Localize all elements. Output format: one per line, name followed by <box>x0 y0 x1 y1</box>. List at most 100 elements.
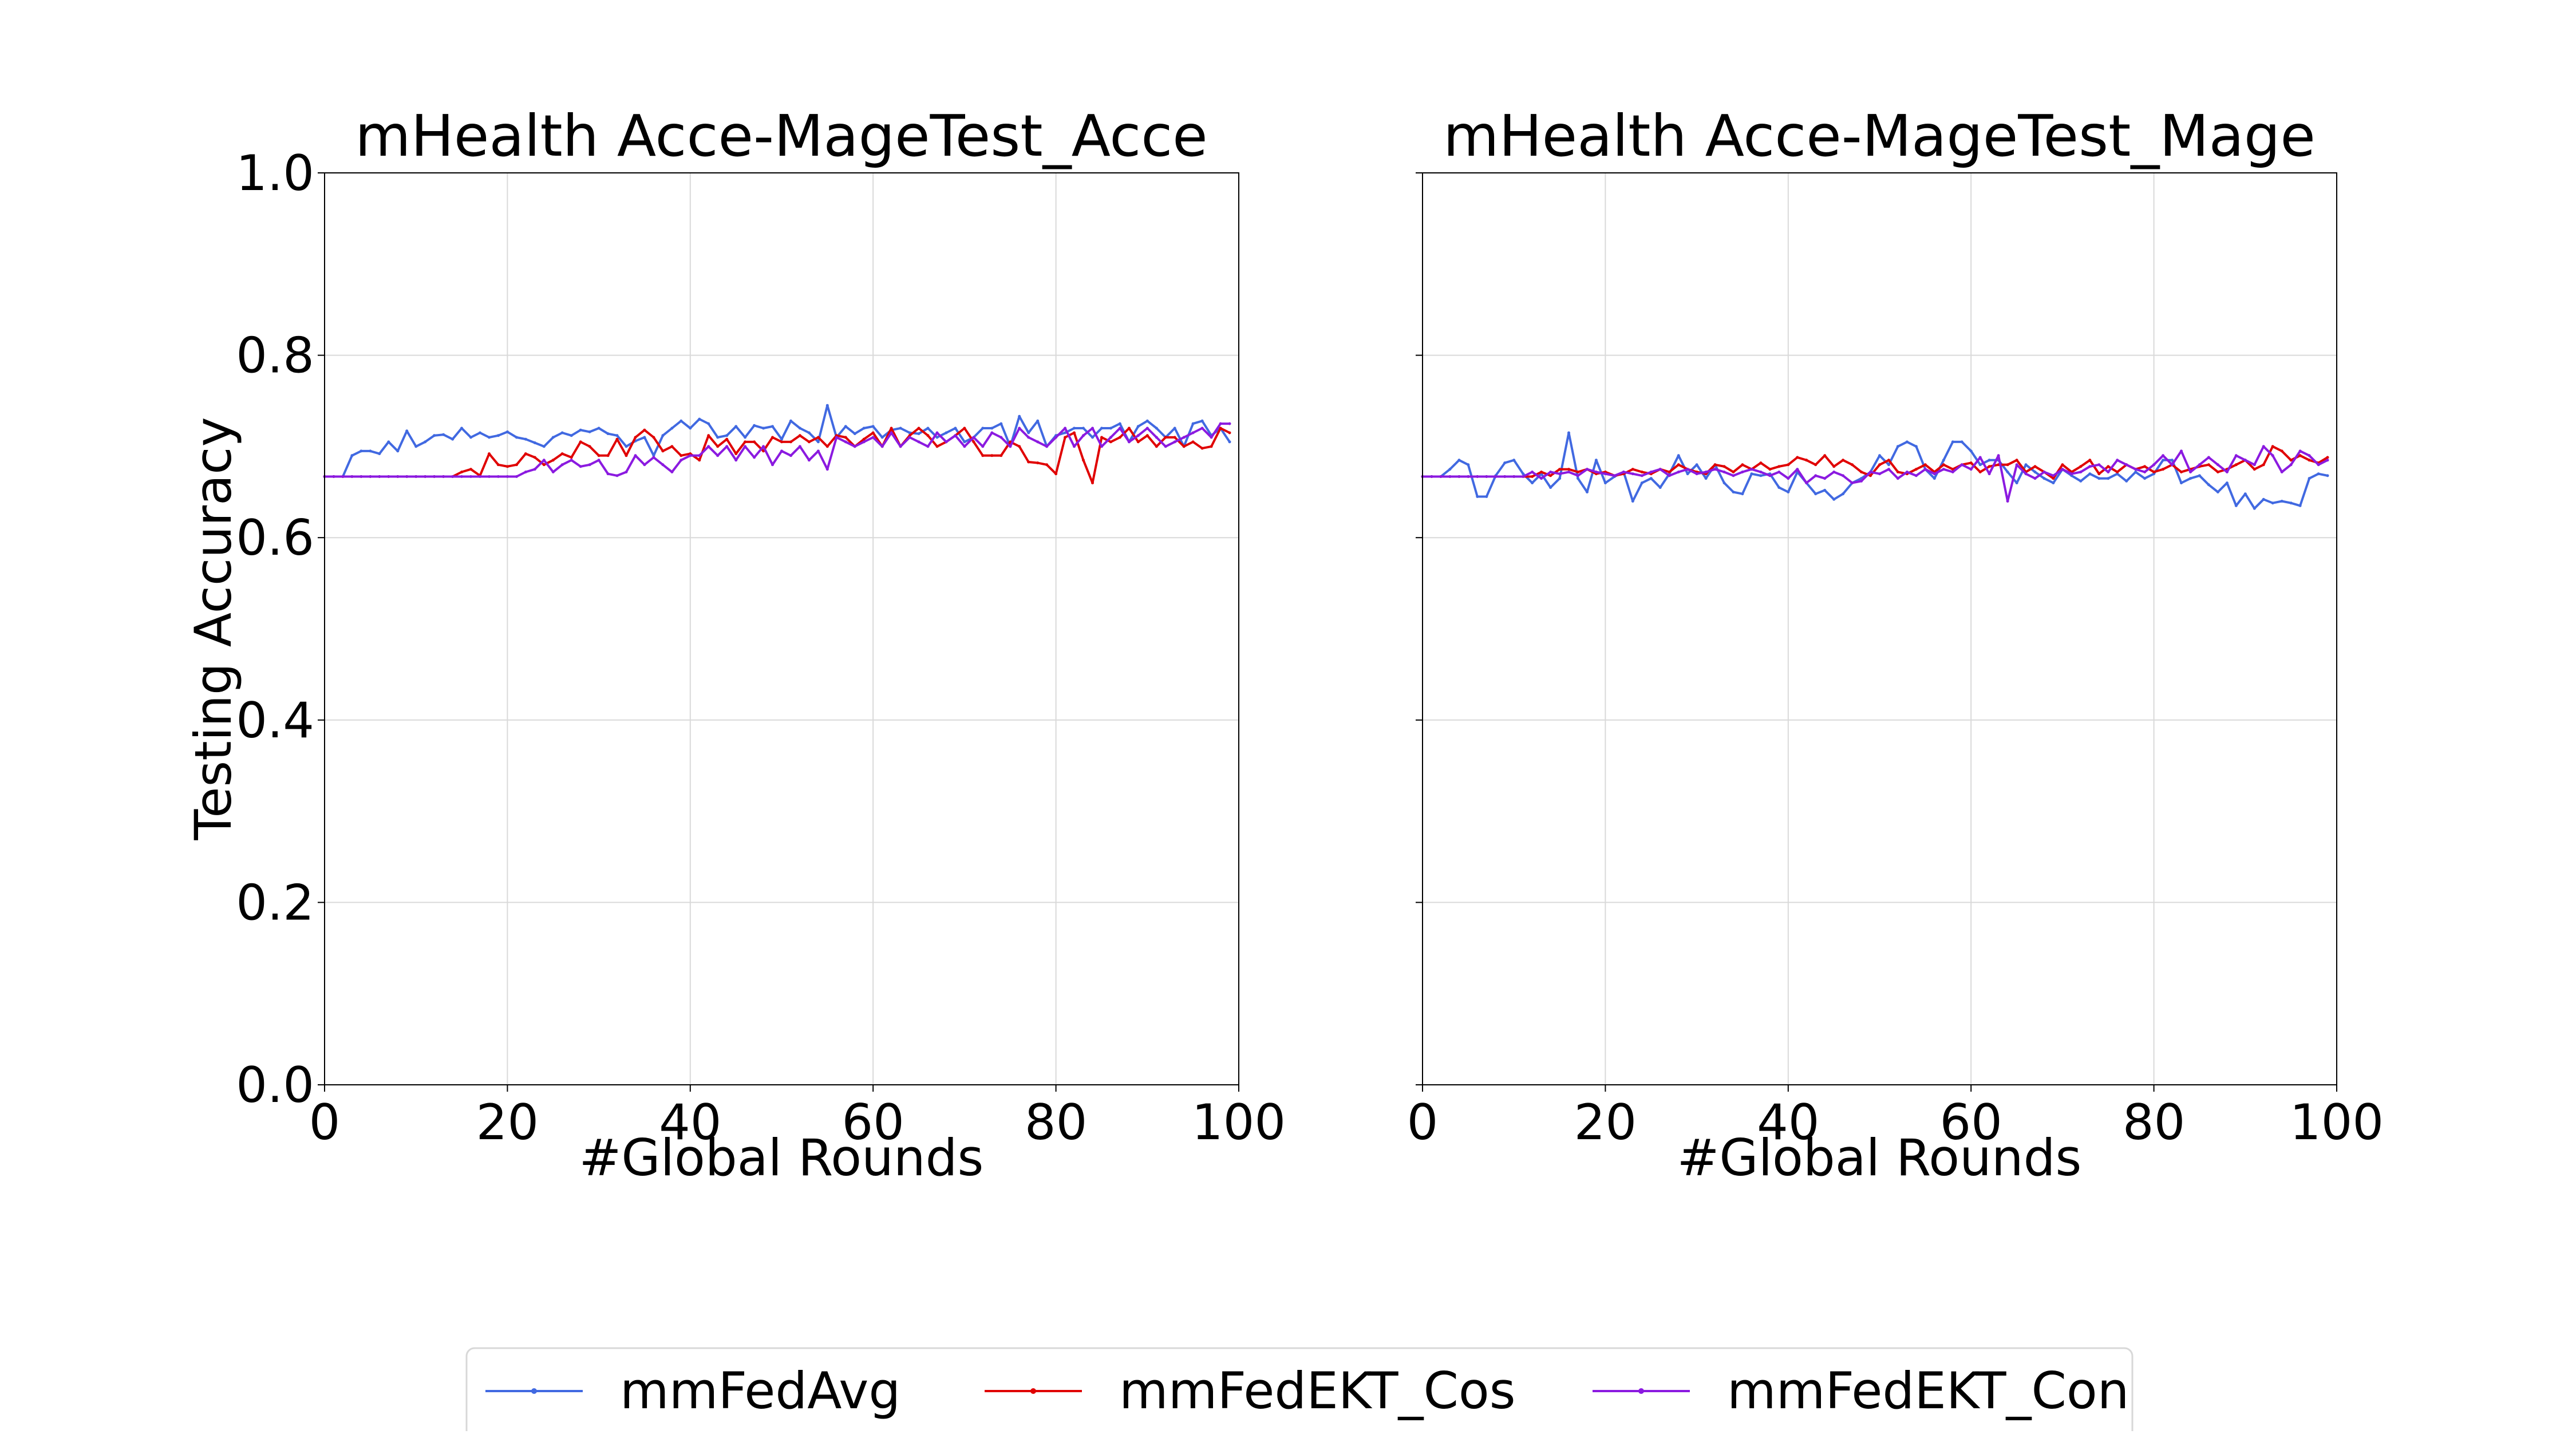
left-point-mmfedavg-13 <box>442 433 445 436</box>
right-point-mmfedavg-65 <box>2015 481 2018 485</box>
right-point-mmfedekt-con-46 <box>1842 474 1845 477</box>
left-point-mmfedekt-cos-57 <box>844 436 847 439</box>
right-point-mmfedavg-82 <box>2171 459 2174 462</box>
right-point-mmfedekt-con-49 <box>1869 471 1872 473</box>
left-point-mmfedavg-61 <box>880 436 884 439</box>
right-point-mmfedavg-51 <box>1887 463 1890 467</box>
left-point-mmfedavg-90 <box>1145 419 1149 422</box>
right-point-mmfedekt-con-70 <box>2061 468 2064 471</box>
left-point-mmfedekt-con-51 <box>789 454 792 457</box>
left-point-mmfedavg-78 <box>1036 419 1040 422</box>
left-point-mmfedekt-cos-65 <box>917 426 920 430</box>
left-point-mmfedekt-con-33 <box>625 471 628 473</box>
left-point-mmfedekt-cos-70 <box>963 426 966 430</box>
right-point-mmfedekt-con-38 <box>1768 474 1772 477</box>
left-point-mmfedekt-cos-15 <box>460 471 463 473</box>
left-point-mmfedekt-cos-76 <box>1018 445 1021 448</box>
right-point-mmfedavg-26 <box>1658 486 1662 489</box>
left-point-mmfedavg-48 <box>762 426 765 430</box>
right-point-mmfedekt-con-68 <box>2042 471 2046 473</box>
left-point-mmfedekt-cos-74 <box>999 454 1003 457</box>
right-point-mmfedekt-con-26 <box>1658 468 1662 471</box>
right-point-mmfedavg-24 <box>1640 481 1643 485</box>
left-x-tick-label-40: 40 <box>659 1094 721 1151</box>
right-point-mmfedekt-con-42 <box>1805 481 1808 485</box>
left-point-mmfedekt-con-26 <box>560 463 564 467</box>
right-point-mmfedekt-cos-91 <box>2253 468 2256 471</box>
right-point-mmfedekt-cos-60 <box>1969 461 1973 465</box>
left-point-mmfedekt-cos-52 <box>798 434 801 437</box>
left-point-mmfedavg-57 <box>844 425 847 428</box>
right-point-mmfedavg-88 <box>2225 481 2229 485</box>
legend-marker-mmfedekt-con <box>1638 1388 1644 1394</box>
left-point-mmfedavg-65 <box>917 432 920 436</box>
left-y-axis-label: Testing Accuracy <box>184 417 243 840</box>
left-point-mmfedekt-con-5 <box>369 475 372 478</box>
right-point-mmfedekt-con-56 <box>1933 472 1936 476</box>
right-point-mmfedavg-50 <box>1878 454 1881 457</box>
legend-label-mmfedekt-cos: mmFedEKT_Cos <box>1119 1361 1516 1420</box>
left-point-mmfedavg-27 <box>570 434 573 437</box>
right-point-mmfedekt-cos-16 <box>1567 468 1570 471</box>
legend-marker-mmfedekt-cos <box>1030 1388 1036 1394</box>
left-point-mmfedekt-cos-86 <box>1109 440 1112 444</box>
right-point-mmfedekt-cos-79 <box>2143 465 2147 468</box>
right-point-mmfedavg-60 <box>1969 449 1973 453</box>
left-point-mmfedavg-68 <box>945 431 948 434</box>
left-point-mmfedekt-con-37 <box>661 463 665 467</box>
left-point-mmfedekt-con-64 <box>908 436 911 439</box>
right-point-mmfedavg-45 <box>1832 497 1836 501</box>
left-point-mmfedavg-43 <box>716 436 720 439</box>
legend-label-mmfedekt-con: mmFedEKT_Con <box>1727 1361 2129 1420</box>
left-point-mmfedekt-con-25 <box>551 471 555 473</box>
right-point-mmfedavg-79 <box>2143 477 2147 480</box>
left-point-mmfedavg-3 <box>350 454 354 457</box>
right-point-mmfedekt-cos-70 <box>2061 463 2064 467</box>
legend-label-mmfedavg: mmFedAvg <box>620 1361 900 1420</box>
left-point-mmfedekt-con-88 <box>1127 440 1131 444</box>
left-point-mmfedekt-con-45 <box>734 459 738 462</box>
right-point-mmfedekt-con-4 <box>1457 475 1461 478</box>
right-point-mmfedekt-cos-39 <box>1777 465 1781 468</box>
right-point-mmfedekt-con-80 <box>2152 463 2156 467</box>
right-point-mmfedekt-con-36 <box>1750 468 1753 471</box>
left-point-mmfedavg-69 <box>954 426 957 430</box>
left-point-mmfedekt-cos-72 <box>981 454 985 457</box>
right-x-tick-label-20: 20 <box>1574 1094 1637 1151</box>
right-point-mmfedekt-cos-24 <box>1640 471 1643 473</box>
right-point-mmfedekt-con-37 <box>1759 471 1763 473</box>
left-point-mmfedekt-con-84 <box>1091 426 1094 430</box>
right-point-mmfedekt-cos-12 <box>1531 475 1534 478</box>
left-point-mmfedekt-con-7 <box>387 475 390 478</box>
left-point-mmfedekt-cos-29 <box>588 445 591 448</box>
right-point-mmfedekt-cos-57 <box>1942 463 1945 467</box>
left-point-mmfedavg-30 <box>597 426 600 430</box>
left-point-mmfedekt-cos-19 <box>496 463 500 467</box>
right-point-mmfedavg-31 <box>1704 477 1708 480</box>
right-point-mmfedekt-con-81 <box>2162 454 2165 457</box>
left-point-mmfedekt-cos-80 <box>1054 472 1058 476</box>
left-point-mmfedekt-cos-85 <box>1100 436 1103 439</box>
right-point-mmfedekt-cos-87 <box>2216 471 2219 473</box>
left-point-mmfedekt-con-96 <box>1200 426 1204 430</box>
left-point-mmfedekt-cos-47 <box>753 440 756 444</box>
left-point-mmfedekt-con-11 <box>424 475 427 478</box>
right-point-mmfedavg-40 <box>1787 491 1790 493</box>
left-point-mmfedekt-cos-46 <box>744 440 747 444</box>
right-point-mmfedavg-78 <box>2134 471 2138 473</box>
left-point-mmfedavg-93 <box>1173 426 1176 430</box>
right-point-mmfedekt-con-47 <box>1851 481 1854 485</box>
right-point-mmfedavg-74 <box>2097 477 2101 480</box>
left-point-mmfedekt-con-67 <box>935 431 939 434</box>
right-point-mmfedekt-cos-95 <box>2289 459 2293 462</box>
left-point-mmfedavg-74 <box>999 422 1003 425</box>
left-point-mmfedekt-con-53 <box>807 459 811 462</box>
right-point-mmfedekt-con-40 <box>1787 477 1790 480</box>
right-point-mmfedavg-16 <box>1567 431 1570 434</box>
right-point-mmfedavg-58 <box>1951 440 1954 444</box>
right-point-mmfedavg-28 <box>1677 454 1680 457</box>
legend: mmFedAvg mmFedEKT_Cos mmFedEKT_Con <box>465 1347 2134 1434</box>
right-point-mmfedavg-84 <box>2189 477 2192 480</box>
left-point-mmfedavg-86 <box>1109 426 1112 430</box>
right-point-mmfedekt-con-50 <box>1878 472 1881 476</box>
